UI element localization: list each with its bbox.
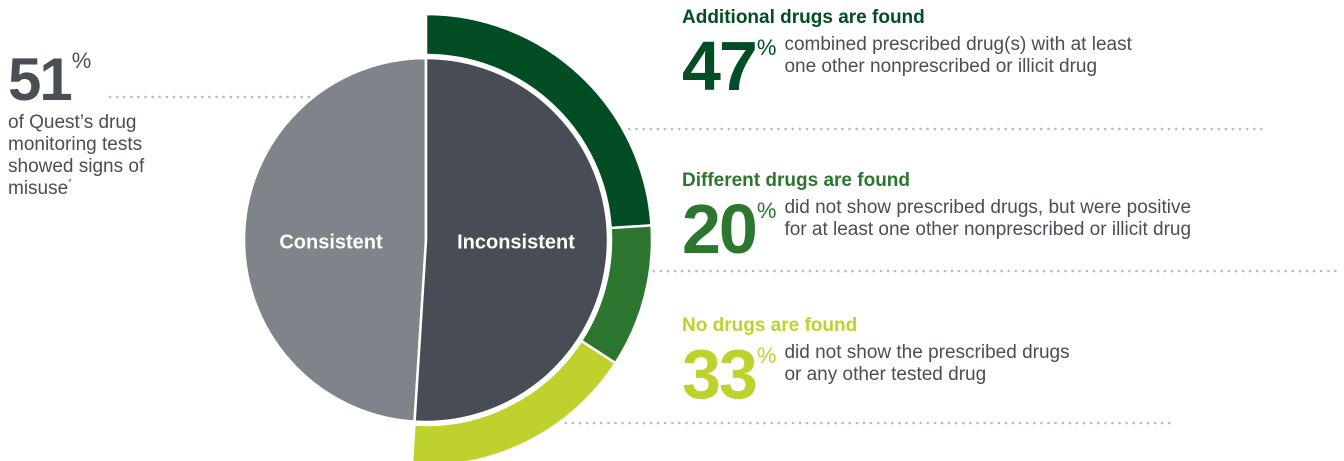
pie-label-inconsistent: Inconsistent [457, 231, 575, 253]
different-drugs-title: Different drugs are found [682, 170, 911, 191]
different-drugs-description-line1: did not show prescribed drugs, but were … [784, 197, 1192, 218]
different-drugs-value: 20 [682, 190, 758, 268]
misuse-percent-sign: % [71, 48, 92, 73]
misuse-description-text: of Quest’s drug monitoring tests showed … [8, 112, 145, 199]
no-drugs-description: did not show the prescribed drugs or any… [784, 342, 1069, 386]
no-drugs-value: 33 [682, 335, 758, 413]
additional-drugs-description: combined prescribed drug(s) with at leas… [784, 34, 1131, 78]
pie-slice-consistent [242, 56, 428, 423]
different-drugs-description-line2: for at least one other nonprescribed or … [784, 219, 1192, 240]
different-drugs-block: Different drugs are found 20 % did not s… [682, 170, 1342, 264]
no-drugs-percent-sign: % [756, 343, 777, 368]
misuse-description: of Quest’s drug monitoring tests showed … [8, 112, 208, 200]
ring-segment-none [410, 339, 617, 461]
additional-drugs-value: 47 [682, 27, 758, 105]
additional-drugs-description-line2: one other nonprescribed or illicit drug [784, 56, 1098, 77]
different-drugs-description: did not show prescribed drugs, but were … [784, 197, 1191, 241]
additional-drugs-percent-sign: % [756, 35, 777, 60]
additional-drugs-title: Additional drugs are found [682, 7, 925, 28]
no-drugs-title: No drugs are found [682, 315, 858, 336]
pie-slice-inconsistent [413, 56, 610, 424]
no-drugs-description-line1: did not show the prescribed drugs [784, 342, 1070, 363]
additional-drugs-description-line1: combined prescribed drug(s) with at leas… [784, 34, 1132, 55]
left-stat: 51% of Quest’s drug monitoring tests sho… [8, 50, 228, 200]
no-drugs-description-line2: or any other tested drug [784, 364, 987, 385]
misuse-percent-value: 51 [8, 46, 73, 113]
no-drugs-block: No drugs are found 33 % did not show the… [682, 315, 1342, 409]
additional-drugs-block: Additional drugs are found 47 % combined… [682, 7, 1342, 101]
footnote-mark: * [68, 177, 72, 187]
pie-label-consistent: Consistent [279, 231, 383, 253]
different-drugs-percent-sign: % [756, 198, 777, 223]
